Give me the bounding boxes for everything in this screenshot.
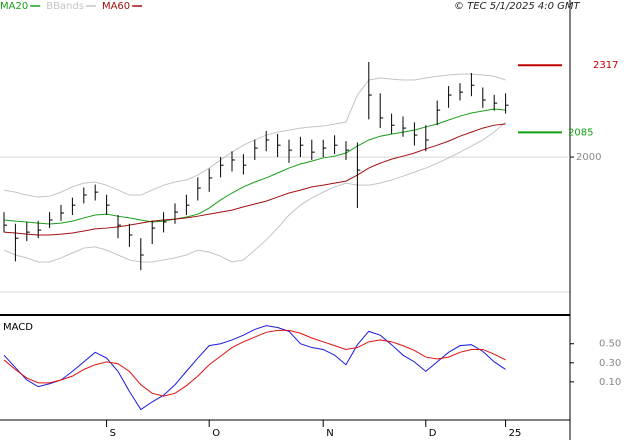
source-note: © TEC 5/1/2025 4:0 GMT [454,1,581,12]
moving-average [3,123,506,236]
x-tick-label: S [110,428,116,439]
level-label: 2317 [593,60,618,71]
y-tick-label: 2000 [576,152,601,163]
legend-label: MA20 [0,1,28,12]
y-tick-label: 0.10 [599,377,621,388]
y-tick-label: 0.30 [599,358,621,369]
moving-average [3,108,506,225]
x-tick-label: N [326,428,333,439]
legend-label: MA60 [102,1,130,12]
macd-title: MACD [3,322,33,333]
level-label: 2085 [568,127,593,138]
x-tick-label: D [429,428,437,439]
macd-line [3,329,506,397]
macd-line [3,325,506,411]
y-tick-label: 0.50 [599,339,621,350]
x-tick-label: 25 [509,428,522,439]
x-tick-label: O [212,428,220,439]
bband-lower [3,121,506,263]
legend-label: BBands [46,1,84,12]
